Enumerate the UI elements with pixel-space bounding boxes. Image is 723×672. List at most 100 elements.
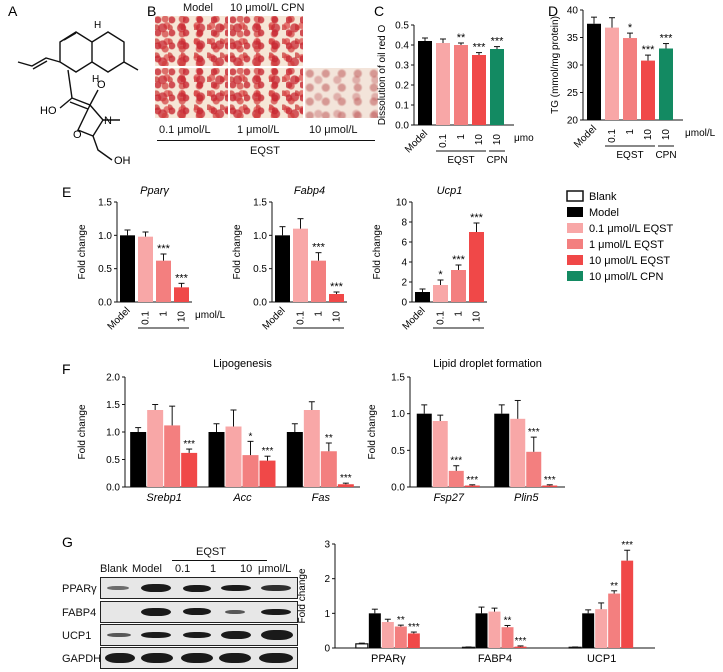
x-group-label: PPARγ (371, 653, 406, 665)
y-tick-label: 2.0 (106, 373, 120, 384)
x-tick-label: 1 (456, 134, 467, 140)
y-tick-label: 0.5 (395, 21, 409, 32)
bar (595, 609, 608, 648)
micrograph-group-line (157, 140, 375, 141)
micrograph-panel: Model 10 μmol/L CPN 0.1 μmol/L 1 μmol/L … (155, 0, 378, 175)
significance-marker: *** (473, 42, 487, 54)
y-tick-label: 4 (401, 258, 407, 269)
x-tick-label: 1 (159, 311, 170, 317)
significance-marker: *** (175, 272, 189, 284)
y-axis-label: Fold change (372, 224, 383, 279)
blot-lane-model: Model (132, 563, 162, 575)
legend-label: 0.1 μmol/L EQST (589, 223, 673, 235)
bar (659, 48, 673, 120)
y-tick-label: 2 (324, 574, 330, 585)
y-tick-label: 0.4 (395, 41, 409, 52)
y-tick-label: 2 (401, 278, 407, 289)
significance-marker: *** (330, 281, 344, 293)
legend-label: Model (589, 207, 619, 219)
y-tick-label: 0.5 (253, 264, 267, 275)
significance-marker: ** (397, 615, 405, 626)
bar (130, 432, 147, 487)
x-tick-label: 10 (474, 134, 485, 146)
chart-title: Pparγ (140, 185, 170, 197)
chart-title: Lipid droplet formation (433, 358, 542, 370)
blot-strip-ppary (100, 577, 298, 599)
bar (293, 228, 308, 302)
significance-marker: ** (610, 581, 618, 592)
micrograph-label-10: 10 μmol/L (309, 124, 358, 136)
structure-label-ho: HO (40, 105, 57, 117)
bar (418, 41, 432, 125)
blot-strip-gapdh (100, 647, 298, 669)
significance-marker: * (628, 22, 633, 34)
significance-marker: *** (470, 212, 484, 224)
western-blot: EQST Blank Model 0.1 1 10 μmol/L PPARγ F… (62, 546, 302, 672)
blot-band (141, 608, 171, 616)
y-axis-label: TG (mmol/mg protein) (550, 16, 561, 114)
x-tick-label: Model (403, 128, 430, 155)
y-tick-label: 0 (401, 298, 407, 309)
legend-label: 10 μmol/L CPN (589, 271, 663, 283)
blot-band (259, 653, 293, 663)
x-tick-label: 10 (332, 311, 343, 323)
legend-swatch (566, 190, 584, 202)
structure-label-h2: H (92, 74, 99, 85)
significance-marker: ** (325, 433, 333, 444)
x-tick-label: Model (261, 305, 288, 330)
significance-marker: *** (262, 446, 274, 457)
significance-marker: *** (312, 242, 326, 254)
significance-marker: *** (544, 475, 556, 486)
y-tick-label: 0.0 (395, 121, 409, 132)
x-tick-label: Model (106, 305, 133, 330)
x-tick-label: 1 (454, 311, 465, 317)
significance-marker: ** (457, 32, 466, 44)
y-tick-label: 0.3 (395, 61, 409, 72)
x-tick-label: 10 (472, 311, 483, 323)
blot-lane-10: 10 (240, 563, 253, 575)
y-axis-label: Fold change (77, 224, 88, 279)
legend-label: 10 μmol/L EQST (589, 255, 670, 267)
bar (275, 235, 290, 302)
blot-lane-blank: Blank (100, 563, 128, 575)
significance-marker: ** (504, 615, 512, 626)
y-tick-label: 30 (567, 61, 579, 72)
x-tick-label: 10 (661, 129, 672, 141)
bar (464, 485, 480, 487)
y-axis-label: Dissolution of oil red O (377, 24, 388, 125)
y-tick-label: 35 (567, 33, 579, 44)
bar (381, 622, 394, 648)
significance-marker: *** (183, 439, 195, 450)
group-label: CPN (486, 155, 507, 166)
bar (120, 235, 135, 302)
y-tick-label: 8 (401, 218, 407, 229)
bar (433, 285, 448, 302)
group-label: EQST (616, 150, 643, 161)
significance-marker: *** (466, 475, 478, 486)
bar (451, 270, 466, 302)
bar (472, 55, 486, 125)
legend-swatch (567, 223, 583, 233)
y-tick-label: 40 (567, 6, 579, 17)
blot-band (107, 633, 131, 637)
blot-band (183, 632, 211, 638)
blot-group-label: EQST (196, 546, 226, 558)
x-group-label: Plin5 (514, 492, 539, 504)
bar (448, 470, 464, 487)
x-group-label: Fsp27 (433, 492, 464, 504)
legend-swatch (567, 255, 583, 265)
bar (641, 60, 655, 120)
significance-marker: *** (528, 427, 540, 438)
blot-group-line (172, 560, 267, 561)
bar (454, 45, 468, 125)
y-tick-label: 1.5 (106, 400, 120, 411)
y-tick-label: 1.5 (253, 198, 267, 209)
y-tick-label: 0.2 (395, 81, 409, 92)
bar (407, 633, 420, 648)
x-tick-label: 10 (177, 311, 188, 323)
structure-label-h1: H (94, 20, 101, 31)
significance-marker: * (249, 431, 253, 442)
bar (436, 43, 450, 125)
